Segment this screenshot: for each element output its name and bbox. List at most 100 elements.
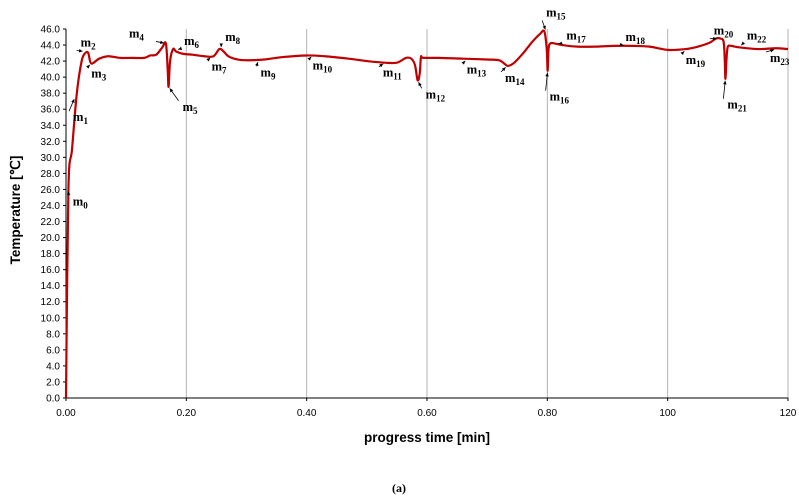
marker-annotation: m9 <box>255 62 276 81</box>
marker-label: m10 <box>313 58 333 74</box>
marker-label: m4 <box>129 26 144 42</box>
annotation-arrowhead <box>418 82 422 87</box>
annotation-arrowhead <box>545 72 549 77</box>
marker-annotation: m23 <box>765 48 790 67</box>
marker-annotation: m0 <box>67 191 88 210</box>
marker-annotation: m19 <box>680 50 706 69</box>
marker-annotation: m15 <box>541 5 566 30</box>
y-tick-label: 8.0 <box>46 329 60 340</box>
x-tick-label: 100 <box>659 408 676 419</box>
y-tick-label: 22.0 <box>41 217 61 228</box>
x-tick-label: 120 <box>780 408 797 419</box>
annotation-arrowhead <box>619 42 624 47</box>
annotation-arrowhead <box>219 43 223 48</box>
y-tick-label: 12.0 <box>41 297 61 308</box>
x-tick-label: 0.20 <box>177 408 197 419</box>
y-tick-label: 28.0 <box>41 169 61 180</box>
marker-annotation: m16 <box>545 72 570 106</box>
marker-annotation: m20 <box>709 24 734 41</box>
y-tick-label: 24.0 <box>41 201 61 212</box>
y-tick-label: 40.0 <box>41 73 61 84</box>
marker-label: m2 <box>81 35 96 51</box>
marker-label: m0 <box>73 194 88 210</box>
marker-annotation: m22 <box>740 29 767 46</box>
y-tick-label: 16.0 <box>41 265 61 276</box>
x-tick-label: 0.00 <box>56 408 76 419</box>
marker-label: m22 <box>747 29 767 45</box>
marker-label: m15 <box>546 5 566 21</box>
marker-label: m21 <box>727 98 747 114</box>
annotation-arrowhead <box>770 48 775 53</box>
y-axis-title: Temperature [℃] <box>8 156 23 265</box>
marker-label: m7 <box>212 59 227 75</box>
marker-label: m6 <box>184 34 199 50</box>
annotation-arrowhead <box>67 191 71 196</box>
y-tick-label: 36.0 <box>41 105 61 116</box>
marker-annotation: m3 <box>86 64 107 82</box>
y-tick-label: 10.0 <box>41 313 61 324</box>
y-tick-label: 20.0 <box>41 233 61 244</box>
annotation-arrowhead <box>542 25 546 30</box>
annotation-arrowhead <box>680 51 685 56</box>
marker-label: m20 <box>714 24 734 40</box>
marker-annotation: m14 <box>500 67 525 87</box>
y-tick-label: 26.0 <box>41 185 61 196</box>
y-tick-label: 14.0 <box>41 281 61 292</box>
marker-label: m23 <box>770 51 790 67</box>
x-tick-label: 0.40 <box>297 408 317 419</box>
marker-annotation: m10 <box>307 56 333 74</box>
marker-label: m13 <box>467 62 487 78</box>
x-tick-label: 0.60 <box>417 408 437 419</box>
marker-annotation: m5 <box>169 88 198 116</box>
series-layer <box>64 29 789 399</box>
annotation-arrowhead <box>78 49 83 53</box>
marker-label: m12 <box>426 87 446 103</box>
marker-label: m11 <box>383 66 402 82</box>
y-tick-label: 44.0 <box>41 41 61 52</box>
marker-annotation: m6 <box>177 34 200 51</box>
marker-annotation: m17 <box>558 28 586 46</box>
marker-label: m3 <box>91 66 106 82</box>
marker-annotation: m1 <box>68 98 88 126</box>
y-tick-labels: 0.0 2.0 4.0 6.0 8.0 10.0 12.0 14.0 16.0 18.0 20.0 2… <box>41 25 66 405</box>
y-tick-label: 42.0 <box>41 57 61 68</box>
x-tick-label: 0.80 <box>538 408 558 419</box>
annotation-arrowhead <box>461 60 466 65</box>
marker-label: m9 <box>261 65 276 81</box>
y-tick-label: 18.0 <box>41 249 61 260</box>
annotation-arrowhead <box>307 56 312 61</box>
annotation-arrowhead <box>501 67 506 72</box>
annotation-arrowhead <box>741 41 746 46</box>
y-tick-label: 4.0 <box>46 361 60 372</box>
annotation-arrowhead <box>558 41 562 46</box>
annotation-arrowhead <box>71 99 75 104</box>
marker-annotation: m4 <box>129 26 164 45</box>
marker-label: m8 <box>225 30 240 46</box>
annotation-arrowhead <box>178 46 182 51</box>
marker-label: m14 <box>505 71 525 87</box>
y-tick-label: 0.0 <box>46 394 60 405</box>
temperature-series-line <box>64 29 789 399</box>
x-axis-title: progress time [min] <box>364 430 490 445</box>
marker-annotation: m7 <box>206 57 227 75</box>
grid-lines <box>185 29 789 398</box>
marker-label: m5 <box>183 100 198 116</box>
marker-label: m1 <box>73 110 88 126</box>
marker-annotation: m8 <box>219 30 241 48</box>
y-tick-label: 2.0 <box>46 377 60 388</box>
marker-annotation: m21 <box>723 80 747 114</box>
annotation-arrowhead <box>255 62 259 67</box>
x-tick-labels: 0.00 0.20 0.40 0.60 0.80 100 120 <box>56 398 797 419</box>
marker-annotation: m11 <box>378 63 402 82</box>
y-tick-label: 6.0 <box>46 345 60 356</box>
annotation-arrowhead <box>713 36 717 41</box>
y-tick-label: 34.0 <box>41 121 61 132</box>
marker-label: m17 <box>566 28 586 44</box>
y-tick-label: 46.0 <box>41 25 61 36</box>
marker-label: m18 <box>626 30 646 46</box>
marker-annotation: m12 <box>418 81 446 103</box>
marker-annotation: m2 <box>76 35 96 53</box>
marker-annotation: m13 <box>461 60 487 78</box>
marker-label: m16 <box>550 90 570 106</box>
